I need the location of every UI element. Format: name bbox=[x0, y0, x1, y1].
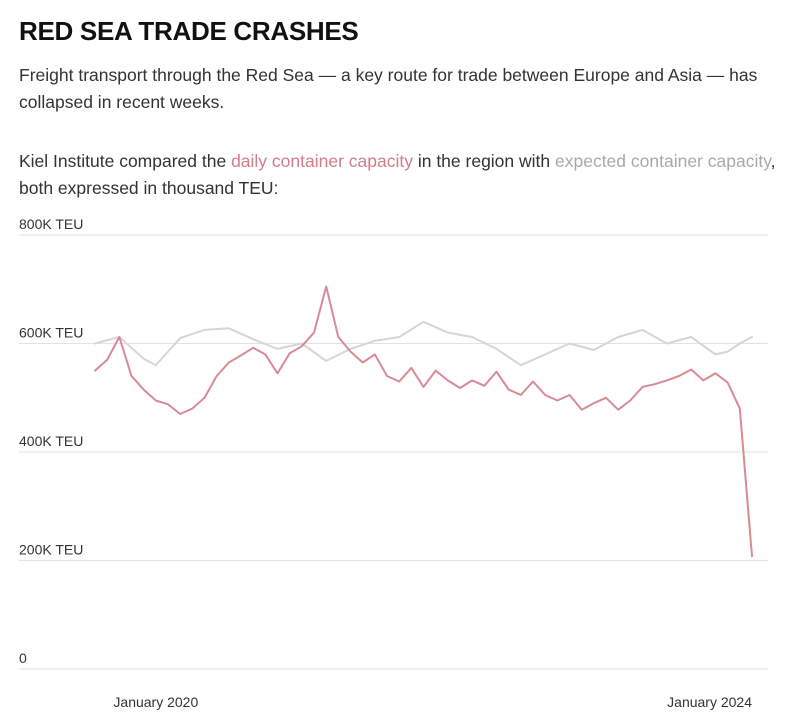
chart-title: RED SEA TRADE CRASHES bbox=[19, 16, 359, 46]
actual-capacity-line bbox=[94, 285, 753, 558]
y-tick-label: 600K TEU bbox=[19, 325, 83, 341]
chart-description: Kiel Institute compared the daily contai… bbox=[19, 148, 779, 202]
expected-capacity-line bbox=[94, 320, 753, 367]
chart-subtitle: Freight transport through the Red Sea — … bbox=[19, 65, 758, 112]
legend-actual-capacity: daily container capacity bbox=[231, 151, 413, 171]
y-tick-label: 800K TEU bbox=[19, 216, 83, 232]
axis-layer: 800K TEU 600K TEU 400K TEU 200K TEU 0 January… bbox=[19, 216, 752, 710]
line-chart: 800K TEU 600K TEU 400K TEU 200K TEU 0 January… bbox=[19, 216, 768, 710]
y-tick-label: 200K TEU bbox=[19, 542, 83, 558]
grid-layer bbox=[19, 234, 768, 670]
note-prefix: Kiel Institute compared the bbox=[19, 151, 232, 171]
y-tick-label: 400K TEU bbox=[19, 433, 83, 449]
x-tick-label: January 2020 bbox=[113, 694, 198, 710]
x-tick-label: January 2024 bbox=[667, 694, 752, 710]
note-suffix: , both expressed in thousand TEU: bbox=[19, 151, 776, 198]
note-middle: in the region with bbox=[412, 151, 555, 171]
y-tick-label: 0 bbox=[19, 650, 27, 666]
series-layer bbox=[94, 285, 753, 558]
legend-expected-capacity: expected container capacity bbox=[555, 151, 771, 171]
